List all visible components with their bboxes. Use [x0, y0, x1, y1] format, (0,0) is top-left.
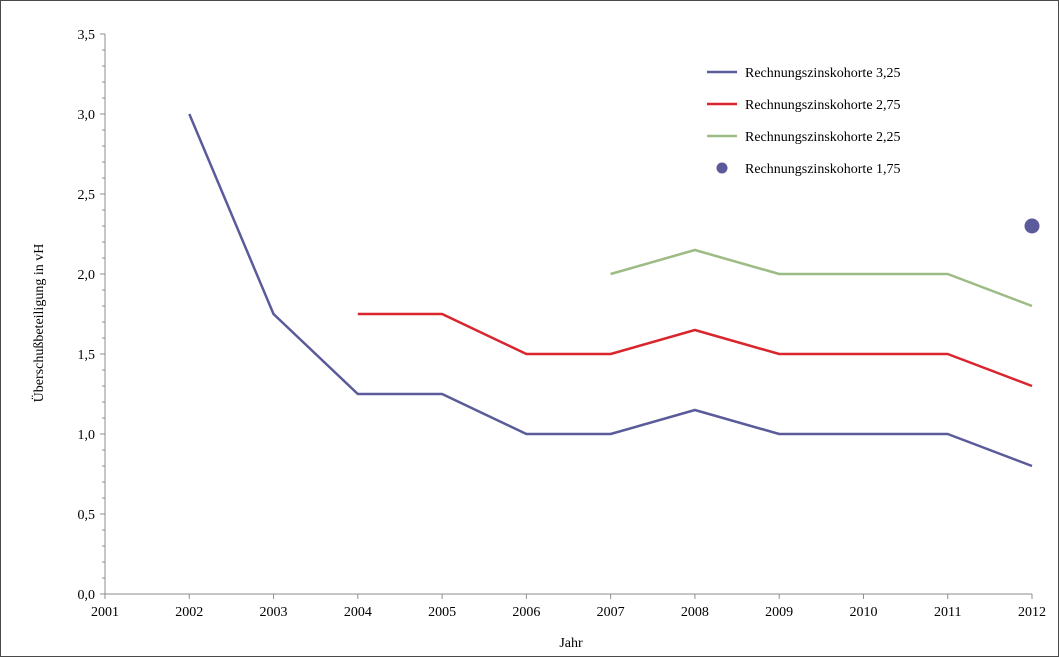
series-line — [188, 113, 1033, 468]
series-layer — [188, 113, 1040, 468]
y-tick-label: 3,5 — [78, 28, 96, 43]
x-tick-label: 2006 — [512, 605, 540, 620]
legend: Rechnungszinskohorte 3,25 Rechnungszinsko… — [707, 66, 901, 177]
legend-label: Rechnungszinskohorte 1,75 — [745, 162, 901, 177]
legend-label: Rechnungszinskohorte 3,25 — [745, 66, 901, 81]
x-tick-label: 2007 — [597, 605, 625, 620]
series-line — [610, 248, 1033, 308]
x-tick-label: 2011 — [934, 605, 961, 620]
y-tick-label: 1,5 — [78, 348, 96, 363]
y-tick-label: 0,0 — [78, 588, 96, 603]
x-tick-label: 2012 — [1018, 605, 1046, 620]
legend-label: Rechnungszinskohorte 2,75 — [745, 98, 901, 113]
axes: 0,0 0,5 1,0 1,5 2,0 2,5 3,0 3,5 2001 2002 2003 2004… — [78, 28, 1047, 620]
x-tick-label: 2009 — [765, 605, 793, 620]
y-tick-label: 2,5 — [78, 188, 96, 203]
x-tick-label: 2002 — [175, 605, 203, 620]
y-tick-label: 2,0 — [78, 268, 96, 283]
y-tick-label: 1,0 — [78, 428, 96, 443]
series-line — [357, 312, 1033, 388]
x-tick-label: 2008 — [681, 605, 709, 620]
x-tick-label: 2005 — [428, 605, 456, 620]
series-point — [1024, 218, 1040, 234]
x-tick-label: 2001 — [91, 605, 119, 620]
legend-swatch — [716, 162, 728, 174]
x-tick-label: 2010 — [849, 605, 877, 620]
x-tick-label: 2003 — [260, 605, 288, 620]
y-tick-label: 0,5 — [78, 508, 96, 523]
x-tick-label: 2004 — [344, 605, 372, 620]
y-tick-label: 3,0 — [78, 108, 96, 123]
y-axis-label: Überschußbeteiligung in vH — [30, 244, 47, 403]
legend-label: Rechnungszinskohorte 2,25 — [745, 130, 901, 145]
x-axis-label: Jahr — [559, 636, 583, 651]
